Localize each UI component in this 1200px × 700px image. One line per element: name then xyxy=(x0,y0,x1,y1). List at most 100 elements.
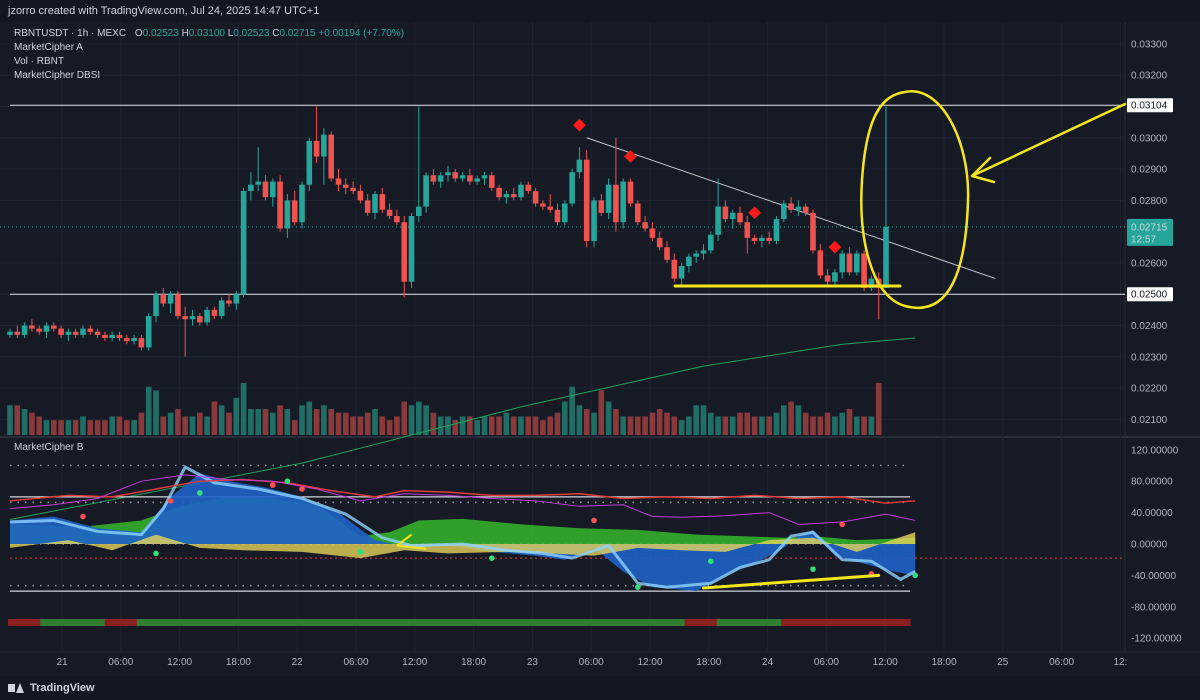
high-value: 0.03100 xyxy=(188,28,225,39)
candle-body xyxy=(759,237,765,242)
oscillator-tick-label: 0.00000 xyxy=(1131,540,1168,551)
price-tick-label: 0.03300 xyxy=(1131,39,1168,50)
volume-bar xyxy=(481,416,488,435)
trend-bar-segment xyxy=(684,619,718,626)
symbol-name[interactable]: RBNTUSDT · 1h · MEXC xyxy=(14,28,127,39)
candle-body xyxy=(131,338,137,342)
close-key: C xyxy=(272,28,280,39)
volume-bar xyxy=(335,412,342,435)
candle-body xyxy=(233,294,240,304)
volume-bar xyxy=(7,405,13,435)
candle-body xyxy=(240,190,247,295)
volume-bar xyxy=(175,409,181,435)
trend-bar-segment xyxy=(201,619,234,626)
candle-body xyxy=(291,200,298,223)
candle-body xyxy=(583,159,590,242)
indicator-marketcipher-a[interactable]: MarketCipher A xyxy=(14,42,83,53)
candle-body xyxy=(503,194,510,198)
volume-bar xyxy=(664,412,670,435)
candle-body xyxy=(109,334,115,339)
candle-body xyxy=(547,206,553,210)
red-signal-dot xyxy=(80,513,86,520)
price-tick-label: 0.02800 xyxy=(1131,196,1168,207)
attribution-text: jzorro created with TradingView.com, Jul… xyxy=(8,5,320,17)
trend-bar-segment xyxy=(104,619,138,626)
candle-body xyxy=(262,181,269,198)
candle-body xyxy=(379,194,386,210)
candle-body xyxy=(635,203,641,223)
volume-bar xyxy=(671,416,678,435)
price-pane-bg xyxy=(0,22,1125,435)
candle-body xyxy=(656,237,663,248)
green-signal-dot xyxy=(912,572,918,579)
candle-body xyxy=(87,328,94,332)
candle-body xyxy=(591,200,597,242)
candle-body xyxy=(445,172,451,176)
candle-body xyxy=(372,194,378,213)
candle-body xyxy=(277,181,283,229)
candle-body xyxy=(423,175,429,207)
candle-body xyxy=(218,300,225,317)
indicator-marketcipher-b[interactable]: MarketCipher B xyxy=(14,442,84,453)
volume-bar xyxy=(204,416,210,435)
wave-blue-area xyxy=(10,473,916,592)
indicator-marketcipher-dbsi[interactable]: MarketCipher DBSI xyxy=(14,70,101,81)
trend-bar-segment xyxy=(459,619,492,626)
volume-bar xyxy=(737,412,743,435)
candle-body xyxy=(678,266,685,279)
volume-bar xyxy=(386,420,393,435)
time-tick-label: 06:00 xyxy=(343,657,368,668)
volume-bar xyxy=(722,416,729,435)
volume-bar xyxy=(167,412,174,435)
upper-level-label: 0.03104 xyxy=(1131,101,1168,112)
volume-bar xyxy=(591,412,597,435)
candle-body xyxy=(627,181,634,204)
candle-body xyxy=(321,134,327,157)
volume-bar xyxy=(211,401,218,435)
candle-body xyxy=(211,309,218,317)
oscillator-tick-label: -40.00000 xyxy=(1131,571,1176,582)
time-tick-label: 18:00 xyxy=(226,657,251,668)
candle-body xyxy=(124,338,130,342)
price-chart[interactable]: 0.03300 0.03200 0.03100 0.03000 0.02900 0.028… xyxy=(0,0,1200,676)
candle-body xyxy=(58,328,64,335)
green-signal-dot xyxy=(284,478,291,484)
volume-bar xyxy=(554,412,561,435)
volume-bar xyxy=(350,416,356,435)
volume-bar xyxy=(540,420,546,435)
volume-bar xyxy=(467,416,473,435)
volume-bar xyxy=(328,409,334,435)
trend-bar-segment xyxy=(8,619,41,626)
volume-bar xyxy=(80,416,86,435)
time-tick-label: 18:00 xyxy=(696,657,721,668)
candle-body xyxy=(693,253,699,257)
candle-body xyxy=(642,222,648,229)
volume-bar xyxy=(861,416,867,435)
time-tick-label: 21 xyxy=(56,657,68,668)
candle-body xyxy=(29,325,35,329)
volume-bar xyxy=(525,416,532,435)
volume-bar xyxy=(284,409,291,435)
green-signal-dot xyxy=(153,550,159,557)
volume-bar xyxy=(547,416,553,435)
trend-bar-segment xyxy=(845,619,879,626)
candle-body xyxy=(518,184,524,198)
candle-body xyxy=(182,316,188,320)
time-tick-label: 24 xyxy=(762,657,774,668)
trend-bar-segment xyxy=(330,619,363,626)
volume-bar xyxy=(153,390,159,435)
candle-body xyxy=(832,272,838,282)
candle-body xyxy=(21,325,28,335)
open-value: 0.02523 xyxy=(142,28,179,39)
volume-bar xyxy=(693,405,699,435)
indicator-volume[interactable]: Vol · RBNT xyxy=(14,56,65,67)
green-signal-dot xyxy=(810,566,816,572)
candle-body xyxy=(401,222,407,282)
volume-bar xyxy=(759,416,765,435)
volume-bar xyxy=(744,412,751,435)
tradingview-logo[interactable]: TradingView xyxy=(8,676,95,700)
volume-bar xyxy=(576,405,583,435)
time-tick-label: 06:00 xyxy=(814,657,839,668)
candle-body xyxy=(854,253,860,273)
red-signal-dot xyxy=(591,517,597,524)
